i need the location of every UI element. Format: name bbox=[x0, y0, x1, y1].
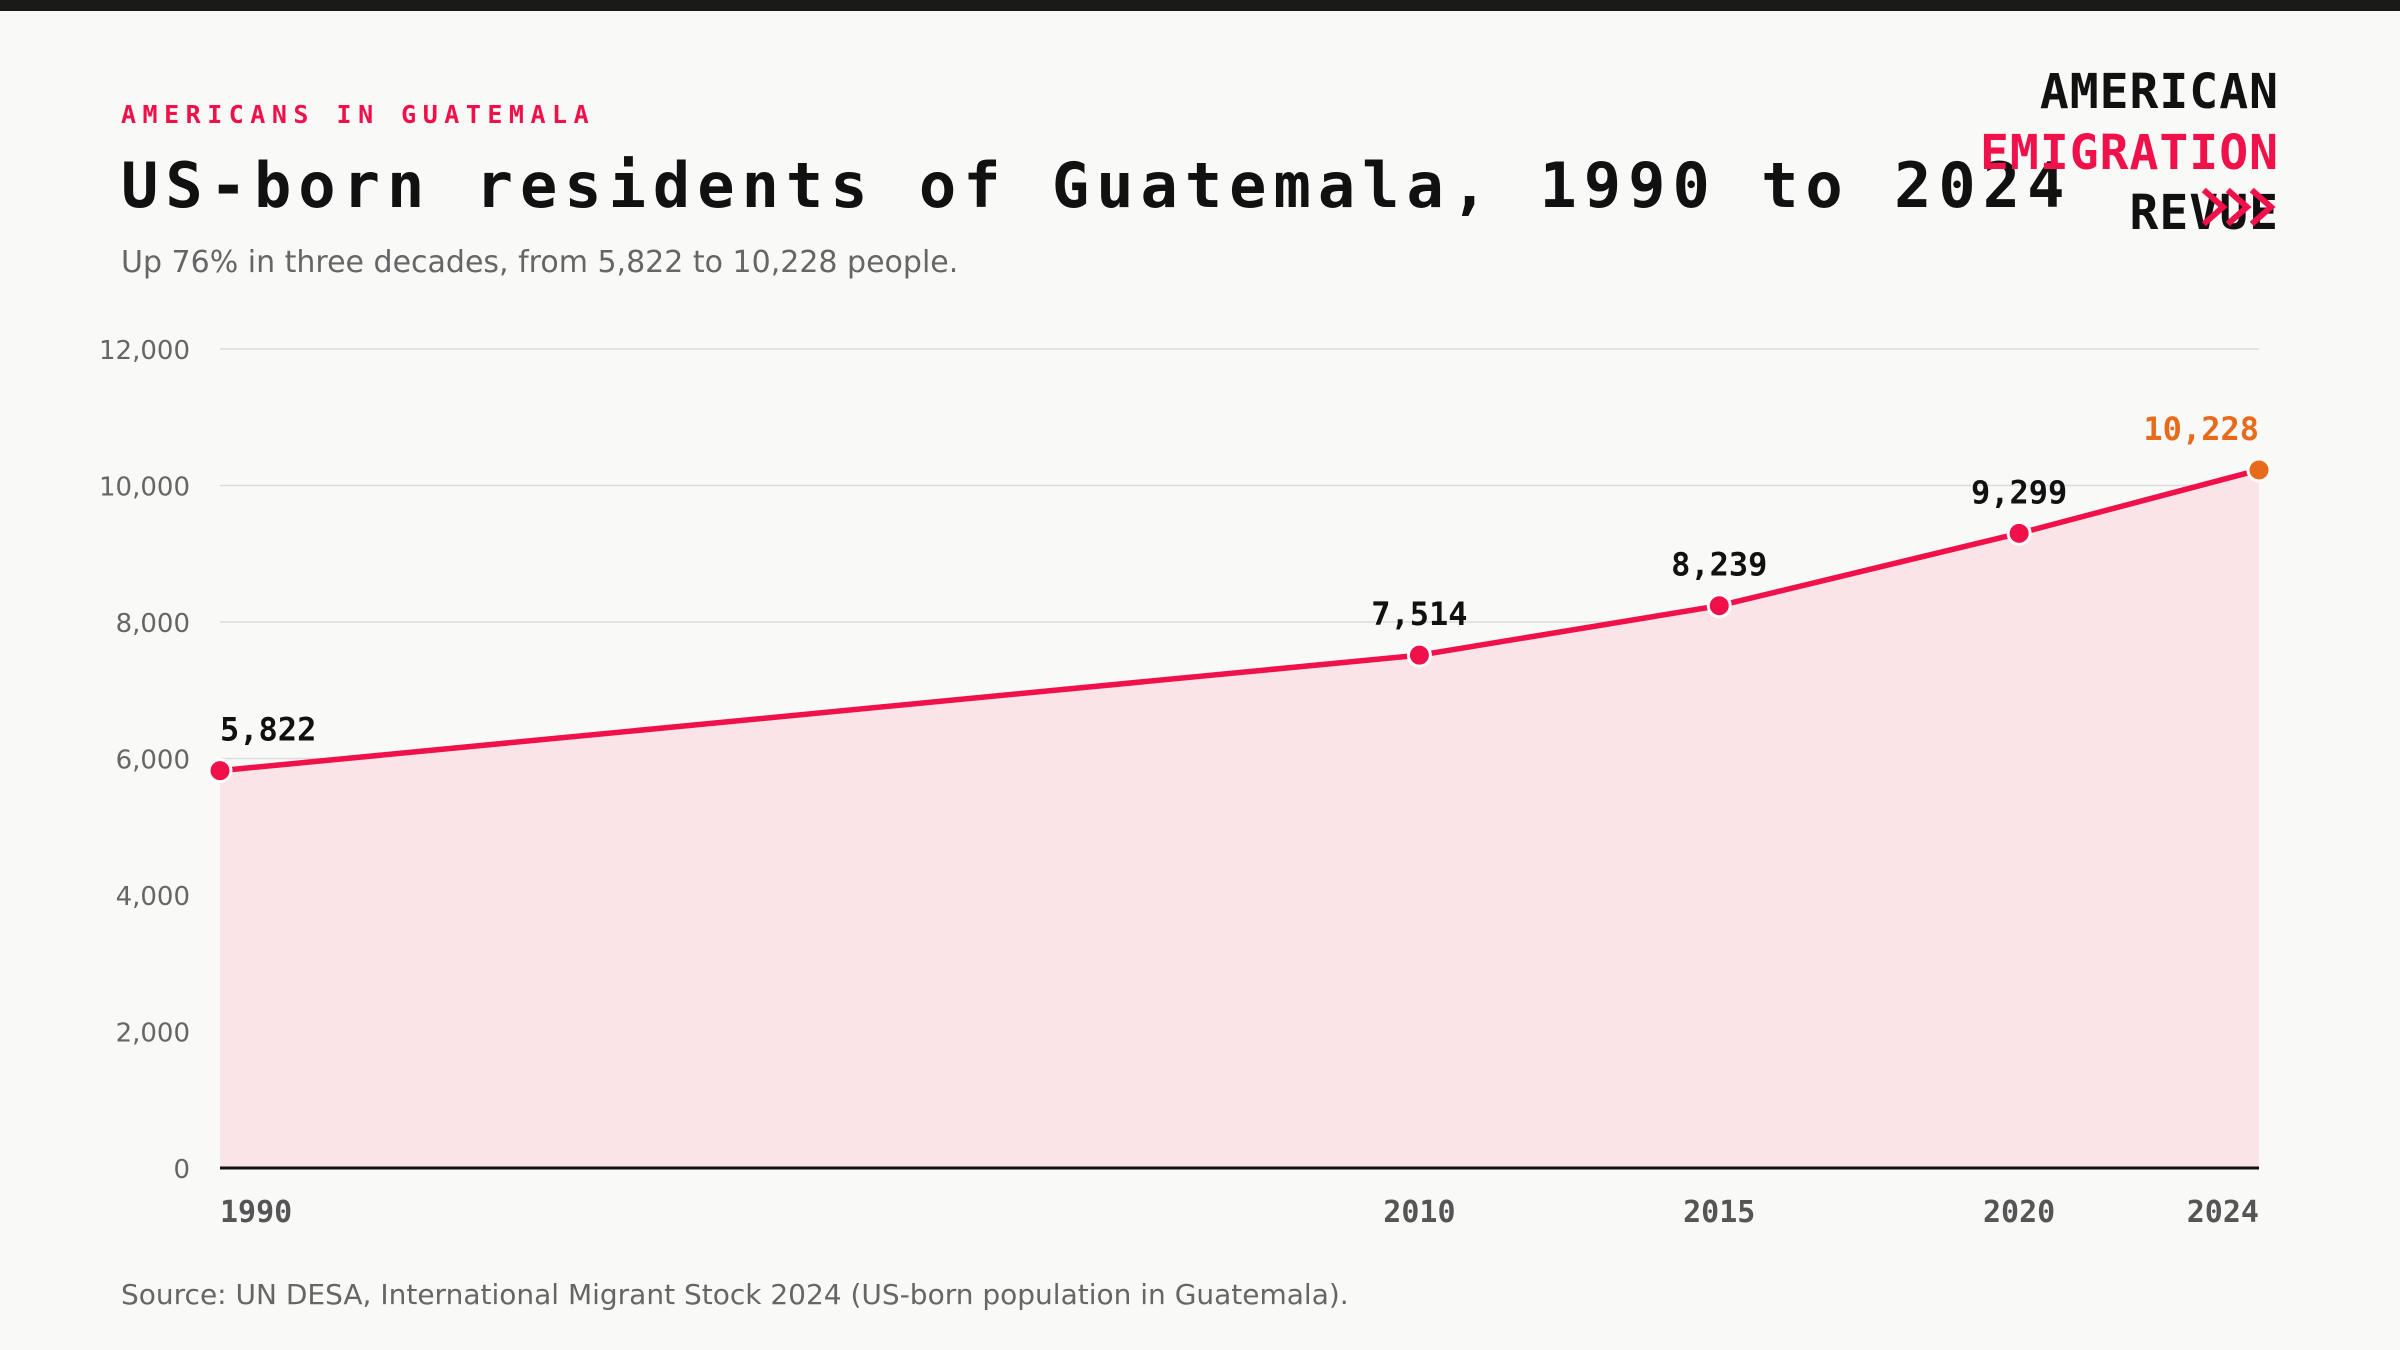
point bbox=[1706, 593, 1732, 619]
value-label: 9,299 bbox=[1971, 473, 2067, 511]
brand-chevron bbox=[2249, 187, 2276, 227]
value-label: 7,514 bbox=[1371, 595, 1467, 633]
subtitle: Up 76% in three decades, from 5,822 to 1… bbox=[121, 245, 958, 280]
y-tick-label: 8,000 bbox=[116, 609, 190, 639]
value-label: 10,228 bbox=[2143, 410, 2259, 448]
brand-line: EMIGRATION bbox=[1980, 125, 2279, 181]
y-tick-label: 10,000 bbox=[99, 473, 190, 503]
y-tick-label: 12,000 bbox=[99, 336, 190, 366]
point bbox=[1406, 642, 1432, 668]
area bbox=[220, 469, 2259, 1169]
x-tick-label: 2010 bbox=[1383, 1195, 1455, 1230]
brand-chevron bbox=[2201, 187, 2228, 227]
kicker: AMERICANS IN GUATEMALA bbox=[121, 100, 595, 129]
point bbox=[2246, 457, 2272, 483]
y-tick-label: 0 bbox=[173, 1155, 190, 1185]
point bbox=[2006, 520, 2032, 546]
y-tick-label: 6,000 bbox=[116, 746, 190, 776]
x-tick-label: 2024 bbox=[2187, 1195, 2259, 1230]
value-label: 5,822 bbox=[220, 711, 316, 749]
point bbox=[207, 758, 233, 784]
y-tick-label: 2,000 bbox=[116, 1019, 190, 1049]
chart-title: US-born residents of Guatemala, 1990 to … bbox=[121, 149, 2071, 222]
y-tick-label: 4,000 bbox=[116, 882, 190, 912]
brand-chevron bbox=[2225, 187, 2252, 227]
source: Source: UN DESA, International Migrant S… bbox=[121, 1278, 1349, 1311]
plot: 0 2,000 4,000 6,000 8,000 10,000 12,000 1990 201… bbox=[99, 336, 2272, 1230]
x-tick-label: 2015 bbox=[1683, 1195, 1755, 1230]
x-tick-label: 2020 bbox=[1983, 1195, 2055, 1230]
top-bar bbox=[0, 0, 2400, 11]
x-tick-label: 1990 bbox=[220, 1195, 292, 1230]
brand-line: AMERICAN bbox=[2040, 64, 2279, 120]
value-label: 8,239 bbox=[1671, 546, 1767, 584]
